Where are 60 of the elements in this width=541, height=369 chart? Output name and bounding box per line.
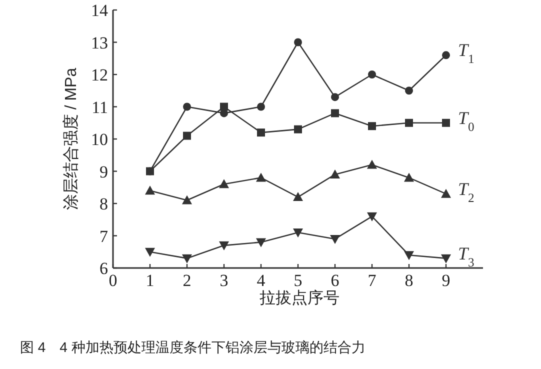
point [442, 118, 450, 127]
point [330, 169, 340, 178]
y-axis-title: 涂层结合强度 / MPa [62, 68, 80, 210]
point [182, 254, 192, 264]
point [294, 125, 302, 134]
x-tick-label: 2 [182, 271, 192, 290]
point [331, 109, 339, 118]
point [219, 241, 229, 250]
x-tick-label: 4 [256, 271, 266, 290]
point [183, 132, 191, 140]
y-tick-label: 10 [91, 130, 108, 149]
point [441, 188, 451, 198]
point [367, 160, 377, 169]
y-tick-label: 6 [100, 259, 108, 278]
point [294, 38, 302, 46]
point [404, 251, 414, 260]
point [367, 212, 377, 222]
point [257, 128, 265, 137]
point [293, 228, 303, 238]
caption: 图 4 4 种加热预处理温度条件下铝涂层与玻璃的结合力 [20, 339, 366, 355]
x-tick-label: 3 [220, 271, 228, 290]
point [256, 172, 266, 182]
point [442, 51, 450, 60]
y-tick-label: 8 [100, 194, 108, 214]
y-tick-label: 7 [100, 226, 108, 246]
point [182, 195, 192, 204]
point [219, 179, 229, 188]
x-tick-label: 9 [442, 271, 450, 290]
y-tick-label: 13 [91, 33, 108, 52]
point [146, 167, 154, 176]
x-tick-label: 6 [330, 271, 340, 290]
x-tick-label: 8 [404, 271, 414, 290]
point [330, 234, 340, 244]
point [256, 238, 266, 248]
point [404, 172, 414, 182]
y-tick-label: 12 [91, 66, 108, 84]
x-tick-label: 1 [146, 271, 154, 290]
point [405, 118, 413, 127]
x-tick-label: 7 [368, 271, 377, 290]
y-tick-label: 11 [92, 98, 108, 117]
series-label: T$_{1}$ [458, 40, 474, 66]
point [368, 70, 376, 78]
y-tick-label: 14 [91, 1, 108, 20]
point [441, 254, 451, 264]
point [145, 186, 155, 195]
point [145, 248, 155, 257]
x-tick-label: 0 [108, 271, 118, 290]
series-label: T$_{3}$ [458, 243, 474, 270]
x-axis-title: 拉拔点序号 [260, 289, 340, 307]
point [183, 102, 191, 111]
series-label: T$_{0}$ [458, 108, 474, 134]
point [368, 122, 376, 130]
point [220, 102, 228, 111]
series-label: T$_{2}$ [458, 178, 474, 205]
point [405, 86, 413, 95]
point [257, 102, 265, 111]
point [293, 192, 303, 202]
x-tick-label: 5 [294, 271, 302, 290]
y-tick-label: 9 [100, 162, 108, 182]
point [331, 93, 339, 102]
